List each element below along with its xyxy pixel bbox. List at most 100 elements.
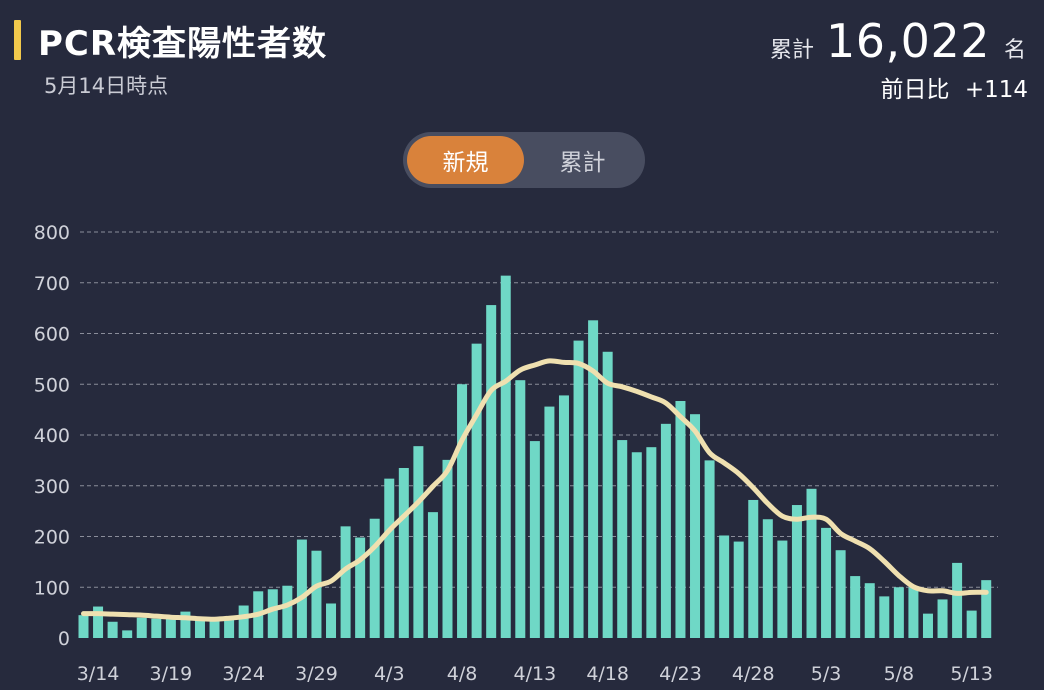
bar[interactable]: [719, 535, 730, 638]
bar[interactable]: [966, 610, 977, 638]
bar[interactable]: [952, 562, 963, 638]
total-label: 累計: [770, 38, 815, 63]
x-tick-label: 4/23: [659, 663, 702, 685]
day-over-day: 前日比 +114: [881, 70, 1028, 104]
y-tick-label: 700: [34, 273, 70, 295]
bar[interactable]: [558, 395, 569, 638]
bar[interactable]: [427, 512, 438, 638]
bar[interactable]: [922, 613, 933, 638]
bar[interactable]: [690, 414, 701, 638]
x-tick-label: 5/3: [811, 663, 842, 685]
bar[interactable]: [893, 587, 904, 638]
total-summary: 累計 16,022 名: [770, 14, 1026, 68]
bar[interactable]: [340, 526, 351, 638]
bar[interactable]: [224, 617, 235, 638]
bar[interactable]: [369, 518, 380, 638]
toggle-cumulative-button[interactable]: 累計: [559, 150, 606, 176]
bar[interactable]: [835, 550, 846, 638]
bar[interactable]: [762, 519, 773, 638]
bar[interactable]: [122, 630, 133, 638]
y-axis-labels: 0 100 200 300 400 500 600 700 800: [34, 222, 70, 650]
bar[interactable]: [733, 541, 744, 638]
x-tick-label: 4/8: [447, 663, 478, 685]
x-tick-label: 4/13: [514, 663, 557, 685]
moving-average-layer: [81, 358, 989, 622]
bar[interactable]: [937, 599, 948, 638]
bar[interactable]: [908, 587, 919, 638]
page-title: PCR検査陽性者数: [38, 24, 328, 64]
bar[interactable]: [646, 447, 657, 638]
bar[interactable]: [821, 527, 832, 638]
bar[interactable]: [660, 423, 671, 638]
x-tick-label: 3/24: [222, 663, 265, 685]
x-tick-label: 3/29: [295, 663, 338, 685]
bar[interactable]: [704, 460, 715, 638]
x-tick-label: 5/8: [884, 663, 915, 685]
view-toggle: 新規 累計: [403, 132, 645, 188]
y-tick-label: 300: [34, 476, 70, 498]
bar[interactable]: [296, 539, 307, 638]
bar[interactable]: [675, 400, 686, 638]
bar[interactable]: [544, 406, 555, 638]
bar[interactable]: [282, 585, 293, 638]
bar[interactable]: [398, 467, 409, 638]
y-tick-label: 100: [34, 577, 70, 599]
x-tick-label: 3/14: [77, 663, 120, 685]
toggle-new-button[interactable]: 新規: [407, 136, 524, 184]
bar[interactable]: [486, 305, 497, 638]
bar[interactable]: [384, 478, 395, 638]
bar[interactable]: [500, 275, 511, 638]
bar[interactable]: [238, 605, 249, 638]
bar[interactable]: [180, 611, 191, 638]
y-tick-label: 0: [58, 628, 70, 650]
y-tick-label: 400: [34, 425, 70, 447]
bar[interactable]: [791, 505, 802, 638]
date-label: 5月14日時点: [44, 74, 169, 98]
bar[interactable]: [602, 351, 613, 638]
bar[interactable]: [529, 441, 540, 638]
diff-label: 前日比: [880, 77, 950, 103]
bar[interactable]: [617, 440, 628, 638]
bar[interactable]: [326, 603, 337, 638]
total-value: 16,022: [826, 14, 990, 68]
bar[interactable]: [442, 459, 453, 638]
bar[interactable]: [515, 380, 526, 638]
bar[interactable]: [151, 618, 162, 638]
total-unit: 名: [1003, 38, 1026, 63]
bar[interactable]: [311, 550, 322, 638]
bar[interactable]: [165, 615, 176, 638]
bar[interactable]: [209, 618, 220, 638]
x-tick-label: 5/13: [950, 663, 993, 685]
bar[interactable]: [136, 617, 147, 638]
y-tick-label: 800: [34, 222, 70, 244]
x-axis-labels: 3/14 3/19 3/24 3/29 4/3 4/8 4/13 4/18 4/23 4/28 5/…: [77, 663, 993, 685]
bar[interactable]: [471, 343, 482, 638]
x-tick-label: 4/3: [374, 663, 405, 685]
x-tick-label: 3/19: [150, 663, 193, 685]
diff-value: +114: [964, 77, 1028, 103]
bar[interactable]: [413, 446, 424, 638]
bar[interactable]: [879, 596, 890, 638]
bar[interactable]: [631, 452, 642, 638]
bar[interactable]: [267, 589, 278, 638]
bar[interactable]: [850, 576, 861, 638]
bar[interactable]: [806, 488, 817, 638]
moving-average-line: [81, 358, 989, 622]
bar[interactable]: [107, 621, 118, 638]
bar[interactable]: [93, 606, 104, 638]
bar[interactable]: [78, 615, 89, 638]
title-accent-bar: [14, 20, 21, 60]
y-tick-label: 600: [34, 324, 70, 346]
bar[interactable]: [457, 384, 468, 638]
bar[interactable]: [864, 583, 875, 638]
bar[interactable]: [777, 540, 788, 638]
bar[interactable]: [355, 537, 366, 638]
bars-layer: [78, 275, 992, 638]
bar[interactable]: [748, 499, 759, 638]
y-tick-label: 500: [34, 374, 70, 396]
bar[interactable]: [588, 320, 599, 638]
bar[interactable]: [573, 340, 584, 638]
bar[interactable]: [194, 619, 205, 638]
bar[interactable]: [981, 580, 992, 638]
